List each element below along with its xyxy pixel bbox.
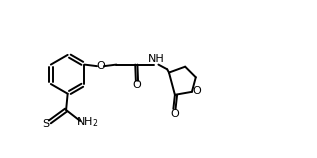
Text: O: O: [192, 86, 201, 96]
Text: O: O: [170, 109, 179, 119]
Text: O: O: [96, 61, 105, 71]
Text: O: O: [132, 80, 141, 90]
Text: NH$_2$: NH$_2$: [76, 115, 98, 129]
Text: NH: NH: [147, 54, 164, 64]
Text: S: S: [42, 119, 50, 129]
